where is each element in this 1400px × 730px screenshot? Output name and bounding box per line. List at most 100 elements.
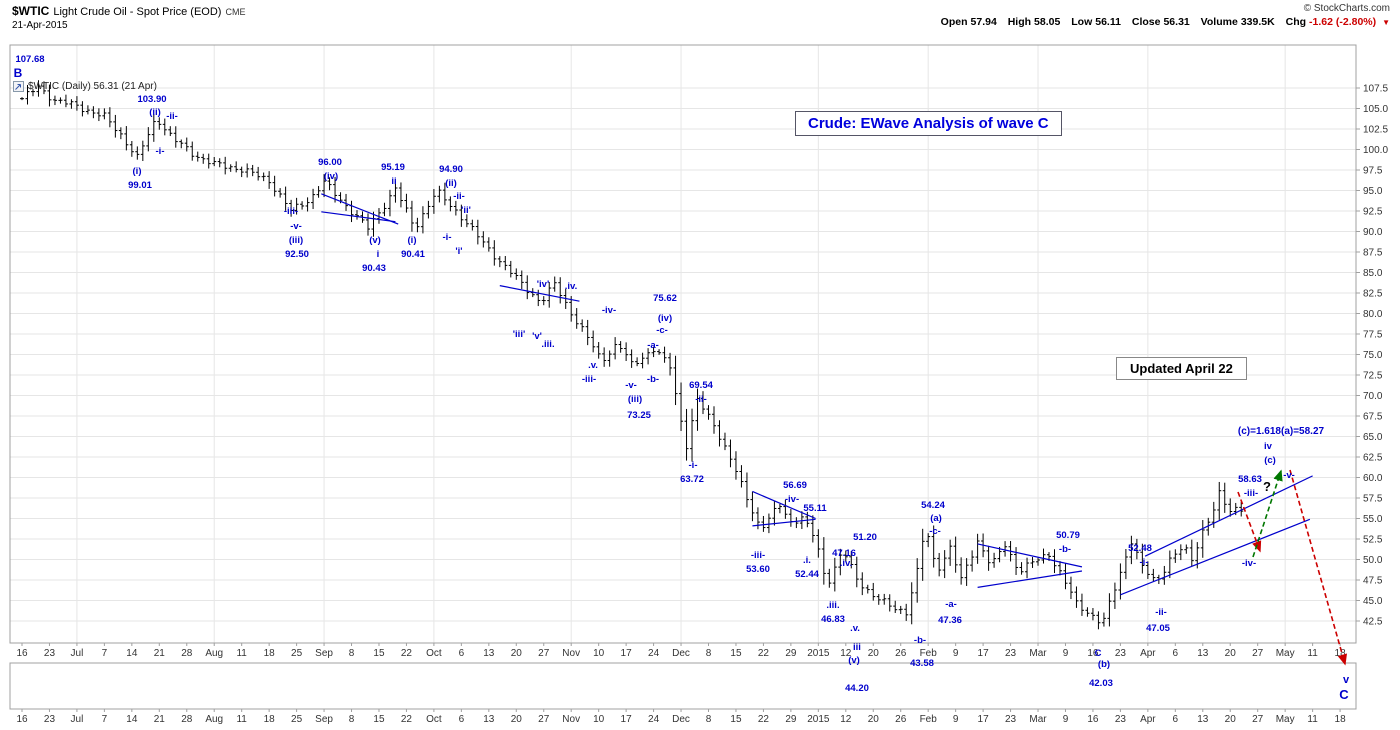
wave-label: 55.11 xyxy=(803,503,827,514)
green-projection-arrow xyxy=(1252,469,1283,558)
wave-label: -iii- xyxy=(582,374,596,385)
wave-label: iii xyxy=(853,642,861,653)
x-axis-label: 20 xyxy=(868,714,880,725)
wave-label: 47.05 xyxy=(1146,623,1170,634)
x-axis-label: 17 xyxy=(978,714,990,725)
x-axis-label: 27 xyxy=(1252,648,1264,659)
symbol-line: $WTIC Light Crude Oil - Spot Price (EOD) C… xyxy=(12,4,245,18)
copyright: © StockCharts.com xyxy=(1303,3,1390,14)
wave-label: .i. xyxy=(803,555,811,566)
wave-label: 47.16 xyxy=(832,548,856,559)
x-axis-label: 27 xyxy=(538,648,550,659)
wave-label: (c) xyxy=(1264,455,1276,466)
open-label: Open xyxy=(940,16,968,28)
x-axis-label: 21 xyxy=(154,714,166,725)
wave-label: (iv) xyxy=(658,313,672,324)
y-axis-label: 70.0 xyxy=(1363,391,1383,402)
x-axis-label: 8 xyxy=(349,714,355,725)
x-axis-label: 24 xyxy=(648,648,660,659)
x-axis-label: 23 xyxy=(44,714,56,725)
x-axis-label: 9 xyxy=(1063,648,1069,659)
x-axis-label: 7 xyxy=(102,714,108,725)
x-axis-label: 7 xyxy=(102,648,108,659)
y-axis-label: 42.5 xyxy=(1363,617,1383,628)
x-axis-label: 13 xyxy=(1197,648,1209,659)
x-axis-label: Aug xyxy=(205,648,223,659)
wave-label: (c)=1.618(a)=58.27 xyxy=(1238,426,1325,437)
red-projection-arrow xyxy=(1289,469,1347,666)
wave-label: 56.69 xyxy=(783,480,807,491)
wave-label: -i- xyxy=(443,232,452,243)
y-axis-label: 100.0 xyxy=(1363,145,1388,156)
wave-label: 43.58 xyxy=(910,658,934,669)
x-axis-label: 12 xyxy=(840,714,852,725)
wave-label: -b- xyxy=(1059,544,1071,555)
x-axis-label: May xyxy=(1276,648,1295,659)
x-axis-label: 21 xyxy=(154,648,166,659)
wave-label: -i- xyxy=(1140,557,1149,568)
wave-label: C xyxy=(1339,687,1349,702)
header-left: $WTIC Light Crude Oil - Spot Price (EOD) C… xyxy=(12,4,245,31)
wave-label: -v- xyxy=(1283,470,1295,481)
x-axis-label: 6 xyxy=(459,648,465,659)
x-axis-label: 20 xyxy=(511,648,523,659)
x-axis-label: 18 xyxy=(264,648,276,659)
low-label: Low xyxy=(1071,16,1093,28)
wave-label: iv xyxy=(1264,441,1273,452)
x-axis-label: 26 xyxy=(895,714,907,725)
x-axis-label: 22 xyxy=(401,714,413,725)
wave-label: -c- xyxy=(656,325,668,336)
x-axis-label: Feb xyxy=(920,714,938,725)
wave-label: 42.03 xyxy=(1089,678,1113,689)
wave-label: (iii) xyxy=(289,235,303,246)
x-axis-label: Nov xyxy=(562,648,580,659)
wave-label: 73.25 xyxy=(627,410,651,421)
wave-label: (iv) xyxy=(324,171,338,182)
x-axis-label: 22 xyxy=(758,714,770,725)
wave-label: -v- xyxy=(290,221,302,232)
y-axis-label: 75.0 xyxy=(1363,350,1383,361)
wave-label: v xyxy=(1343,674,1350,686)
x-axis-label: Mar xyxy=(1029,648,1047,659)
y-axis-label: 107.5 xyxy=(1363,84,1388,95)
y-axis-label: 80.0 xyxy=(1363,309,1383,320)
wave-label: -ii- xyxy=(1155,607,1167,618)
wave-label: 'iii' xyxy=(513,329,525,340)
annotation-tool-icon xyxy=(13,81,24,92)
wave-label: -iv- xyxy=(1242,558,1256,569)
x-axis-labels-row1: 16 23 Jul 7 14 21 28 Aug 11 18 25 Sep 8 15 22 Oct 6 13 20 2… xyxy=(16,643,1346,659)
symbol-ticker: $WTIC xyxy=(12,4,50,18)
chart-legend-text: $WTIC (Daily) 56.31 (21 Apr) xyxy=(28,81,157,92)
wave-label: 69.54 xyxy=(689,380,713,391)
x-axis-label: 16 xyxy=(16,648,28,659)
x-axis-label: 11 xyxy=(1307,648,1318,659)
x-axis-label: 11 xyxy=(236,714,247,725)
x-axis-label: 16 xyxy=(1087,714,1099,725)
y-axis-label: 60.0 xyxy=(1363,473,1383,484)
x-axis-label: 15 xyxy=(730,714,742,725)
wave-label: 'v' xyxy=(532,331,542,342)
wave-label: (i) xyxy=(133,166,142,177)
x-axis-label: 27 xyxy=(538,714,550,725)
x-axis-label: 13 xyxy=(483,714,495,725)
y-axis-label: 102.5 xyxy=(1363,125,1388,136)
wave-label: 47.36 xyxy=(938,615,962,626)
analysis-title-box: Crude: EWave Analysis of wave C xyxy=(795,111,1062,136)
wave-label: (b) xyxy=(1098,659,1110,670)
wave-label: -a- xyxy=(647,340,659,351)
x-axis-label: Oct xyxy=(426,648,442,659)
wave-label: .iv. xyxy=(565,281,578,292)
wave-label: 94.90 xyxy=(439,164,463,175)
x-axis-label: Dec xyxy=(672,648,690,659)
change-value: -1.62 (-2.80%) xyxy=(1309,16,1377,28)
wave-label: -iii- xyxy=(751,550,765,561)
y-axis-label: 85.0 xyxy=(1363,268,1383,279)
y-axis-labels: 107.5 105.0 102.5 100.0 97.5 95.0 92.5 90.0 87.5… xyxy=(1356,84,1388,628)
low-value: 56.11 xyxy=(1095,16,1121,28)
wave-label: -ii- xyxy=(453,191,465,202)
wave-label: 107.68 xyxy=(15,54,44,65)
x-axis-label: 23 xyxy=(44,648,56,659)
wave-label: 52.44 xyxy=(795,569,819,580)
change-down-triangle-icon: ▼ xyxy=(1382,18,1390,27)
x-axis-label: 23 xyxy=(1005,714,1017,725)
